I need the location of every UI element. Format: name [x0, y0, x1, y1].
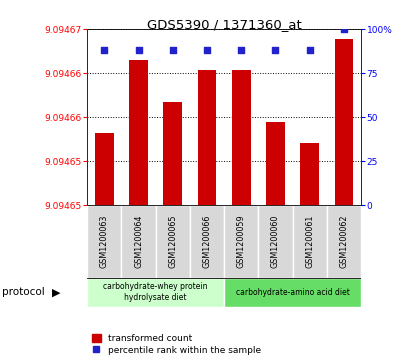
Bar — [259, 205, 293, 278]
Text: GSM1200061: GSM1200061 — [305, 215, 314, 268]
Bar — [129, 60, 148, 205]
Bar — [232, 70, 251, 205]
Text: GSM1200065: GSM1200065 — [168, 215, 177, 268]
Bar — [87, 278, 224, 307]
Point — [169, 47, 176, 53]
Legend: transformed count, percentile rank within the sample: transformed count, percentile rank withi… — [92, 334, 261, 355]
Point — [204, 47, 210, 53]
Bar — [266, 122, 285, 205]
Bar — [198, 70, 216, 205]
Text: GDS5390 / 1371360_at: GDS5390 / 1371360_at — [147, 18, 301, 31]
Bar — [95, 132, 114, 205]
Bar — [224, 278, 361, 307]
Bar — [164, 102, 182, 205]
Point — [101, 47, 107, 53]
Bar — [87, 205, 122, 278]
Text: GSM1200062: GSM1200062 — [339, 215, 349, 268]
Text: ▶: ▶ — [52, 287, 60, 297]
Bar — [156, 205, 190, 278]
Point — [238, 47, 244, 53]
Text: GSM1200059: GSM1200059 — [237, 215, 246, 268]
Text: carbohydrate-amino acid diet: carbohydrate-amino acid diet — [236, 288, 349, 297]
Bar — [327, 205, 361, 278]
Text: GSM1200060: GSM1200060 — [271, 215, 280, 268]
Text: protocol: protocol — [2, 287, 45, 297]
Bar — [190, 205, 224, 278]
Point — [272, 47, 279, 53]
Bar — [293, 205, 327, 278]
Text: GSM1200066: GSM1200066 — [203, 215, 212, 268]
Text: carbohydrate-whey protein
hydrolysate diet: carbohydrate-whey protein hydrolysate di… — [103, 282, 208, 302]
Bar — [122, 205, 156, 278]
Bar — [224, 205, 259, 278]
Bar — [334, 40, 353, 205]
Point — [341, 26, 347, 32]
Point — [135, 47, 142, 53]
Bar — [300, 143, 319, 205]
Point — [306, 47, 313, 53]
Text: GSM1200064: GSM1200064 — [134, 215, 143, 268]
Text: GSM1200063: GSM1200063 — [100, 215, 109, 268]
